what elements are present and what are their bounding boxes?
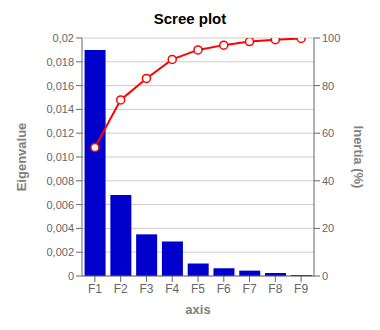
- svg-text:Inertia (%): Inertia (%): [351, 126, 366, 189]
- svg-text:0,014: 0,014: [46, 103, 74, 115]
- html-text:Scree plot: Scree plot: [153, 10, 227, 27]
- svg-text:F2: F2: [114, 282, 128, 296]
- svg-text:F4: F4: [165, 282, 179, 296]
- svg-text:0,016: 0,016: [46, 80, 74, 92]
- svg-text:0,018: 0,018: [46, 56, 74, 68]
- svg-text:Eigenvalue: Eigenvalue: [14, 123, 29, 192]
- svg-text:0,002: 0,002: [46, 246, 74, 258]
- svg-text:60: 60: [322, 127, 334, 139]
- svg-text:20: 20: [322, 222, 334, 234]
- svg-text:axis: axis: [185, 302, 210, 317]
- svg-text:100: 100: [322, 32, 340, 44]
- svg-text:F5: F5: [191, 282, 205, 296]
- svg-text:40: 40: [322, 175, 334, 187]
- svg-text:F3: F3: [139, 282, 153, 296]
- svg-text:0,006: 0,006: [46, 199, 74, 211]
- svg-text:F9: F9: [294, 282, 308, 296]
- svg-text:0,02: 0,02: [53, 32, 74, 44]
- svg-text:0,010: 0,010: [46, 151, 74, 163]
- svg-text:F1: F1: [88, 282, 102, 296]
- svg-text:0,004: 0,004: [46, 222, 74, 234]
- svg-text:F6: F6: [217, 282, 231, 296]
- svg-text:80: 80: [322, 80, 334, 92]
- svg-text:0,008: 0,008: [46, 175, 74, 187]
- svg-text:0: 0: [322, 270, 328, 282]
- svg-text:F8: F8: [268, 282, 282, 296]
- svg-text:F7: F7: [243, 282, 257, 296]
- svg-text:0: 0: [68, 270, 74, 282]
- svg-text:0,012: 0,012: [46, 127, 74, 139]
